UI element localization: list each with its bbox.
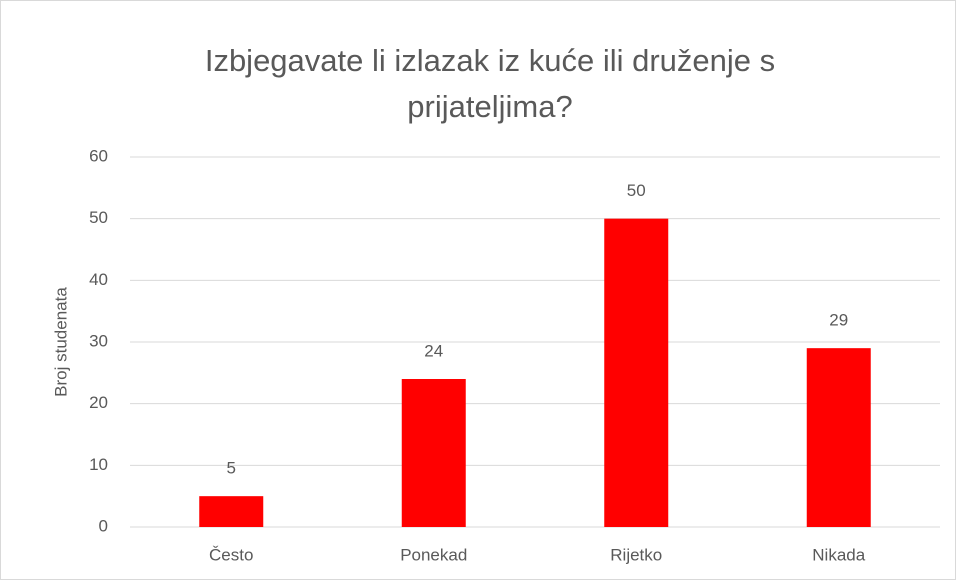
bar (806, 348, 871, 527)
data-label: 5 (227, 459, 236, 478)
data-label: 50 (627, 181, 646, 200)
chart-title: Izbjegavate li izlazak iz kuće ili druže… (204, 43, 776, 124)
y-tick-label: 0 (99, 516, 108, 535)
data-label: 29 (829, 311, 848, 330)
data-label: 24 (424, 341, 443, 360)
bar (604, 218, 669, 527)
y-axis-label: Broj studenata (51, 287, 70, 397)
bar (401, 379, 466, 527)
y-tick-label: 50 (89, 208, 108, 227)
y-tick-label: 20 (89, 393, 108, 412)
y-tick-label: 10 (89, 455, 108, 474)
y-tick-label: 40 (89, 270, 108, 289)
x-tick-label: Često (209, 545, 253, 564)
x-tick-label: Rijetko (610, 545, 662, 564)
y-tick-label: 60 (89, 146, 108, 165)
bar (199, 496, 264, 527)
x-tick-label: Nikada (812, 545, 865, 564)
x-tick-label: Ponekad (400, 545, 467, 564)
y-tick-label: 30 (89, 331, 108, 350)
